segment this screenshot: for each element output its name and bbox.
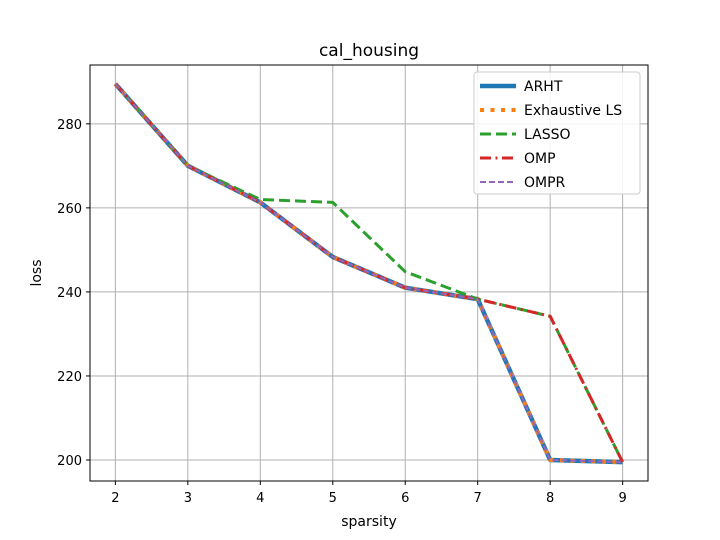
series-line-4 [114, 83, 623, 464]
y-tick-label: 220 [57, 370, 82, 385]
legend-label-2: LASSO [524, 127, 571, 143]
y-tick-label: 240 [57, 286, 82, 301]
legend-label-1: Exhaustive LS [524, 103, 622, 119]
legend: ARHT Exhaustive LS LASSO OMP OMPR [473, 71, 641, 195]
x-tick-label: 5 [329, 491, 337, 506]
x-tick-label: 3 [184, 491, 192, 506]
x-tick-label: 2 [111, 491, 119, 506]
y-tick-label: 200 [57, 454, 82, 469]
x-tick-label: 7 [474, 491, 482, 506]
legend-label-4: OMPR [524, 175, 566, 191]
x-axis-label: sparsity [341, 514, 396, 530]
x-tick-label: 8 [546, 491, 554, 506]
legend-label-0: ARHT [524, 79, 563, 95]
axis-ticks: 2 3 4 5 6 7 8 9 200 220 240 260 280 [57, 118, 627, 506]
y-axis-label: loss [29, 259, 45, 286]
y-tick-label: 260 [57, 202, 82, 217]
x-tick-label: 9 [618, 491, 626, 506]
x-tick-label: 4 [256, 491, 264, 506]
legend-label-3: OMP [524, 151, 556, 167]
plot-frame [89, 64, 649, 482]
y-tick-label: 280 [57, 118, 82, 133]
legend-box [473, 71, 641, 195]
chart-title: cal_housing [319, 41, 419, 61]
series-lines [113, 82, 624, 465]
x-tick-label: 6 [401, 491, 409, 506]
